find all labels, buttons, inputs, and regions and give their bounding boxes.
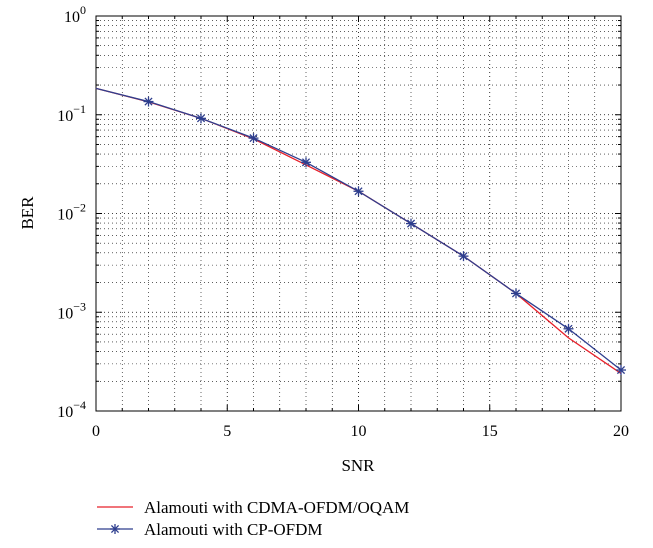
plot-background	[96, 16, 621, 411]
x-axis-label: SNR	[341, 456, 375, 475]
legend-label-2: Alamouti with CP-OFDM	[144, 520, 323, 539]
series-2-point	[144, 97, 154, 107]
series-2-point	[406, 219, 416, 229]
y-tick-label: 10−4	[57, 398, 86, 421]
series-2-point	[249, 133, 259, 143]
legend-label-1: Alamouti with CDMA-OFDM/OQAM	[144, 498, 409, 517]
series-2-point	[196, 113, 206, 123]
y-tick-label: 10−2	[57, 201, 86, 224]
series-2-point	[459, 251, 469, 261]
x-tick-label: 0	[92, 423, 100, 440]
series-2-point	[511, 288, 521, 298]
x-tick-label: 20	[613, 423, 629, 440]
legend: Alamouti with CDMA-OFDM/OQAM Alamouti wit…	[97, 498, 409, 539]
x-tick-label: 15	[482, 423, 498, 440]
y-tick-label: 100	[64, 3, 86, 26]
series-2-point	[354, 186, 364, 196]
legend-marker-2	[110, 524, 120, 534]
series-2-point	[564, 324, 574, 334]
y-axis-label: BER	[18, 196, 37, 230]
y-tick-label: 10−1	[57, 102, 86, 125]
series-2-point	[616, 365, 626, 375]
x-tick-label: 10	[351, 423, 367, 440]
x-tick-label: 5	[223, 423, 231, 440]
series-2-point	[301, 157, 311, 167]
y-tick-label: 10−3	[57, 299, 86, 322]
